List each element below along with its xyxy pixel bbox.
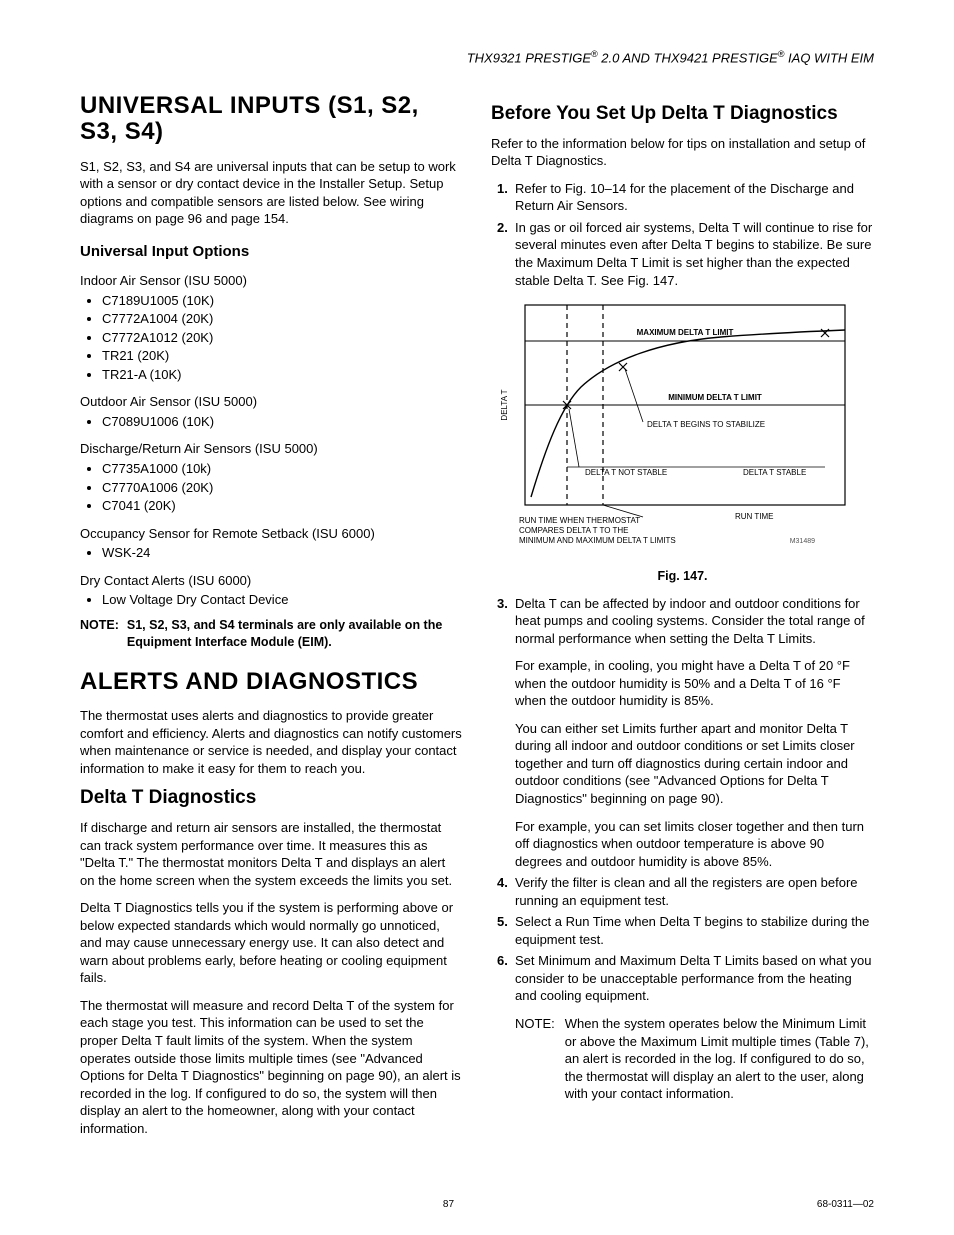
sensor-list: C7735A1000 (10k)C7770A1006 (20K)C7041 (2…	[80, 460, 463, 515]
heading-universal-inputs: UNIVERSAL INPUTS (S1, S2, S3, S4)	[80, 93, 463, 146]
heading-delta-t: Delta T Diagnostics	[80, 787, 463, 809]
sensor-item: Low Voltage Dry Contact Device	[102, 591, 463, 609]
svg-text:MAXIMUM DELTA T LIMIT: MAXIMUM DELTA T LIMIT	[637, 328, 734, 337]
delta-p1: If discharge and return air sensors are …	[80, 819, 463, 889]
sensor-list: WSK-24	[80, 544, 463, 562]
note-eim: NOTE: S1, S2, S3, and S4 terminals are o…	[80, 617, 463, 651]
svg-text:RUN TIME: RUN TIME	[735, 512, 774, 521]
sensor-group-label: Discharge/Return Air Sensors (ISU 5000)	[80, 440, 463, 458]
sensor-item: C7770A1006 (20K)	[102, 479, 463, 497]
step-item: 6.Set Minimum and Maximum Delta T Limits…	[491, 952, 874, 1005]
sensor-item: WSK-24	[102, 544, 463, 562]
doc-number: 68-0311—02	[817, 1198, 874, 1212]
step-subpara: For example, in cooling, you might have …	[515, 657, 874, 710]
sensor-item: C7772A1004 (20K)	[102, 310, 463, 328]
svg-text:M31489: M31489	[790, 538, 815, 545]
page-number: 87	[443, 1198, 454, 1212]
step-item: 1.Refer to Fig. 10–14 for the placement …	[491, 180, 874, 215]
right-column: Before You Set Up Delta T Diagnostics Re…	[491, 93, 874, 1147]
alerts-intro: The thermostat uses alerts and diagnosti…	[80, 707, 463, 777]
sensor-item: C7189U1005 (10K)	[102, 292, 463, 310]
svg-text:DELTA T NOT STABLE: DELTA T NOT STABLE	[585, 468, 667, 477]
sensor-group-label: Dry Contact Alerts (ISU 6000)	[80, 572, 463, 590]
step-item: 3.Delta T can be affected by indoor and …	[491, 595, 874, 871]
svg-text:DELTA T STABLE: DELTA T STABLE	[743, 468, 806, 477]
sensor-item: TR21 (20K)	[102, 347, 463, 365]
figure-147: DELTA T MAXIMUM DELTA T LIMIT MINIMUM DELT…	[491, 297, 874, 562]
heading-alerts-diagnostics: ALERTS AND DIAGNOSTICS	[80, 669, 463, 695]
figure-caption: Fig. 147.	[491, 568, 874, 585]
sensor-item: TR21-A (10K)	[102, 366, 463, 384]
left-column: UNIVERSAL INPUTS (S1, S2, S3, S4) S1, S2…	[80, 93, 463, 1147]
universal-intro: S1, S2, S3, and S4 are universal inputs …	[80, 158, 463, 228]
step-subpara: You can either set Limits further apart …	[515, 720, 874, 808]
sensor-item: C7772A1012 (20K)	[102, 329, 463, 347]
sensor-group-label: Outdoor Air Sensor (ISU 5000)	[80, 393, 463, 411]
step-item: 5.Select a Run Time when Delta T begins …	[491, 913, 874, 948]
svg-text:COMPARES DELTA T TO THE: COMPARES DELTA T TO THE	[519, 526, 629, 535]
step-item: 4.Verify the filter is clean and all the…	[491, 874, 874, 909]
sensor-group-label: Occupancy Sensor for Remote Setback (ISU…	[80, 525, 463, 543]
sensor-list: C7189U1005 (10K)C7772A1004 (20K)C7772A10…	[80, 292, 463, 384]
step-item: 2.In gas or oil forced air systems, Delt…	[491, 219, 874, 289]
svg-text:MINIMUM DELTA T LIMIT: MINIMUM DELTA T LIMIT	[668, 393, 762, 402]
delta-p2: Delta T Diagnostics tells you if the sys…	[80, 899, 463, 987]
heading-before-setup: Before You Set Up Delta T Diagnostics	[491, 103, 874, 125]
sensor-item: C7735A1000 (10k)	[102, 460, 463, 478]
sensor-item: C7041 (20K)	[102, 497, 463, 515]
before-intro: Refer to the information below for tips …	[491, 135, 874, 170]
page-header: THX9321 PRESTIGE® 2.0 AND THX9421 PRESTI…	[80, 48, 874, 67]
svg-text:MINIMUM AND MAXIMUM DELTA T LI: MINIMUM AND MAXIMUM DELTA T LIMITS	[519, 536, 676, 545]
heading-input-options: Universal Input Options	[80, 242, 463, 262]
step-subpara: For example, you can set limits closer t…	[515, 818, 874, 871]
sensor-item: C7089U1006 (10K)	[102, 413, 463, 431]
delta-p3: The thermostat will measure and record D…	[80, 997, 463, 1137]
svg-text:DELTA T BEGINS TO STABILIZE: DELTA T BEGINS TO STABILIZE	[647, 420, 765, 429]
sub-note: NOTE: When the system operates below the…	[491, 1015, 874, 1103]
svg-text:DELTA T: DELTA T	[500, 389, 509, 420]
page-footer: 87 68-0311—02	[80, 1198, 874, 1212]
svg-text:RUN TIME WHEN THERMOSTAT: RUN TIME WHEN THERMOSTAT	[519, 516, 640, 525]
sensor-list: Low Voltage Dry Contact Device	[80, 591, 463, 609]
sensor-list: C7089U1006 (10K)	[80, 413, 463, 431]
sensor-group-label: Indoor Air Sensor (ISU 5000)	[80, 272, 463, 290]
